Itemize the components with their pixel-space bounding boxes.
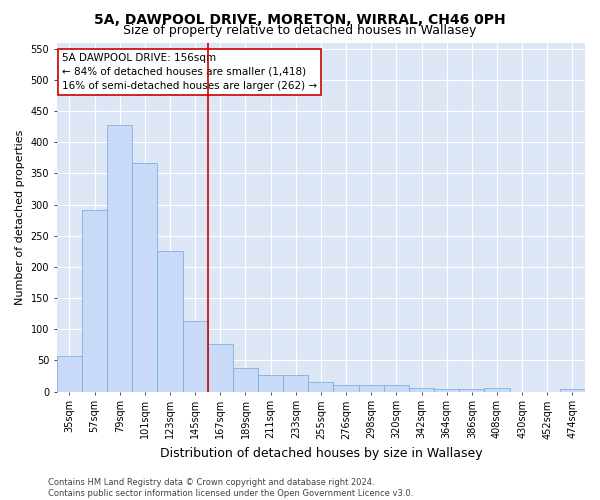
Bar [459,389,484,392]
Bar [208,344,233,392]
Bar [233,368,258,392]
Bar [560,389,585,392]
Bar [57,356,82,392]
Y-axis label: Number of detached properties: Number of detached properties [15,130,25,304]
Bar [434,389,459,392]
Bar [334,386,359,392]
Text: 5A, DAWPOOL DRIVE, MORETON, WIRRAL, CH46 0PH: 5A, DAWPOOL DRIVE, MORETON, WIRRAL, CH46… [94,12,506,26]
Bar [258,374,283,392]
Bar [359,386,384,392]
Text: Size of property relative to detached houses in Wallasey: Size of property relative to detached ho… [124,24,476,37]
Bar [283,374,308,392]
Bar [157,252,182,392]
X-axis label: Distribution of detached houses by size in Wallasey: Distribution of detached houses by size … [160,447,482,460]
Bar [384,386,409,392]
Text: Contains HM Land Registry data © Crown copyright and database right 2024.
Contai: Contains HM Land Registry data © Crown c… [48,478,413,498]
Text: 5A DAWPOOL DRIVE: 156sqm
← 84% of detached houses are smaller (1,418)
16% of sem: 5A DAWPOOL DRIVE: 156sqm ← 84% of detach… [62,53,317,91]
Bar [484,388,509,392]
Bar [107,125,132,392]
Bar [409,388,434,392]
Bar [308,382,334,392]
Bar [82,210,107,392]
Bar [132,163,157,392]
Bar [182,321,208,392]
